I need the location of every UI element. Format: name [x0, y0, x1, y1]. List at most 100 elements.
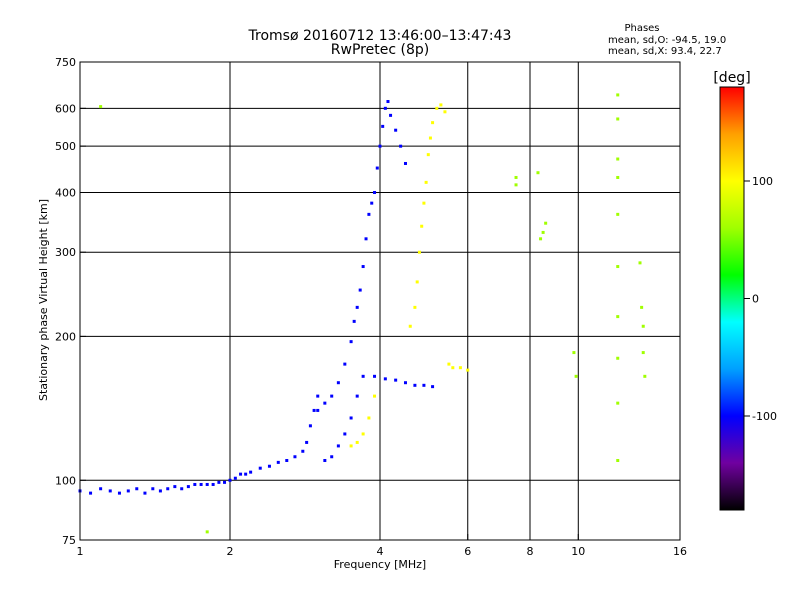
scatter-point	[370, 201, 374, 205]
scatter-point	[426, 153, 430, 157]
scatter-point	[383, 106, 387, 110]
scatter-point	[367, 212, 371, 216]
scatter-point	[267, 464, 271, 468]
scatter-point	[126, 489, 130, 493]
scatter-point	[205, 482, 209, 486]
colorbar-tick-label: 0	[752, 293, 759, 306]
x-tick-label: 2	[227, 545, 234, 558]
scatter-point	[158, 489, 162, 493]
colorbar-tick-label: 100	[752, 175, 773, 188]
scatter-point	[640, 305, 644, 309]
scatter-point	[422, 201, 426, 205]
scatter-point	[616, 212, 620, 216]
scatter-point	[381, 124, 385, 128]
scatter-point	[616, 356, 620, 360]
scatter-point	[336, 444, 340, 448]
scatter-point	[373, 374, 377, 378]
scatter-point	[641, 324, 645, 328]
scatter-point	[99, 105, 103, 109]
scatter-point	[514, 175, 518, 179]
scatter-point	[258, 466, 262, 470]
scatter-point	[361, 374, 365, 378]
scatter-point	[367, 416, 371, 420]
scatter-point	[643, 374, 647, 378]
scatter-point	[616, 265, 620, 269]
scatter-point	[276, 460, 280, 464]
scatter-point	[424, 180, 428, 184]
scatter-point	[323, 401, 327, 405]
scatter-point	[239, 472, 243, 476]
scatter-point	[616, 401, 620, 405]
scatter-point	[355, 305, 359, 309]
phases-header-title: Phases	[624, 23, 659, 34]
x-axis-ticks: 1 2 4 6 8 10 16	[77, 534, 687, 558]
scatter-point	[403, 161, 407, 165]
scatter-point	[108, 489, 112, 493]
scatter-point	[99, 487, 103, 491]
y-tick-label: 750	[55, 56, 76, 69]
colorbar-ticks: 100 0 -100	[744, 175, 777, 423]
scatter-point	[285, 458, 289, 462]
scatter-point	[336, 381, 340, 385]
scatter-point	[223, 480, 227, 484]
scatter-point	[199, 482, 203, 486]
x-tick-label: 4	[377, 545, 384, 558]
scatter-point	[361, 432, 365, 436]
scatter-point	[616, 458, 620, 462]
scatter-point	[544, 221, 548, 225]
scatter-point	[349, 340, 353, 344]
scatter-point	[180, 487, 184, 491]
scatter-point	[435, 106, 439, 110]
scatter-point	[539, 237, 543, 241]
scatter-point	[572, 351, 576, 355]
scatter-point	[323, 458, 327, 462]
y-axis-ticks: 75 100 200 300 400 500 600 750	[55, 56, 86, 547]
scatter-point	[217, 480, 221, 484]
colorbar	[719, 86, 745, 511]
scatter-point	[244, 472, 248, 476]
grid	[80, 62, 680, 540]
scatter-point	[420, 224, 424, 228]
scatter-point	[386, 100, 390, 104]
scatter-point	[541, 230, 545, 234]
scatter-point	[361, 265, 365, 269]
scatter-point	[166, 487, 170, 491]
scatter-point	[173, 485, 177, 489]
scatter-point	[330, 455, 334, 459]
scatter-point	[431, 385, 435, 389]
scatter-point	[316, 408, 320, 412]
scatter-point	[375, 166, 379, 170]
scatter-point	[394, 378, 398, 382]
scatter-point	[574, 374, 578, 378]
scatter-point	[355, 440, 359, 444]
scatter-point	[403, 381, 407, 385]
scatter-point	[349, 444, 353, 448]
scatter-point	[389, 113, 393, 117]
scatter-point	[417, 250, 421, 254]
scatter-point	[373, 394, 377, 398]
scatter-point	[228, 478, 232, 482]
y-tick-label: 200	[55, 330, 76, 343]
scatter-point	[193, 482, 197, 486]
scatter-point	[186, 485, 190, 489]
scatter-points	[78, 93, 647, 534]
scatter-point	[415, 280, 419, 284]
scatter-point	[447, 362, 451, 366]
scatter-point	[431, 121, 435, 125]
scatter-point	[399, 144, 403, 148]
scatter-point	[373, 190, 377, 194]
chart-subtitle: RwPretec (8p)	[331, 42, 429, 58]
y-tick-label: 75	[62, 534, 76, 547]
scatter-point	[316, 394, 320, 398]
y-tick-label: 400	[55, 186, 76, 199]
scatter-point	[413, 305, 417, 309]
scatter-point	[616, 93, 620, 97]
scatter-point	[422, 383, 426, 387]
scatter-point	[641, 351, 645, 355]
scatter-point	[394, 128, 398, 132]
scatter-point	[408, 324, 412, 328]
x-tick-label: 8	[527, 545, 534, 558]
scatter-point	[355, 394, 359, 398]
y-tick-label: 300	[55, 246, 76, 259]
